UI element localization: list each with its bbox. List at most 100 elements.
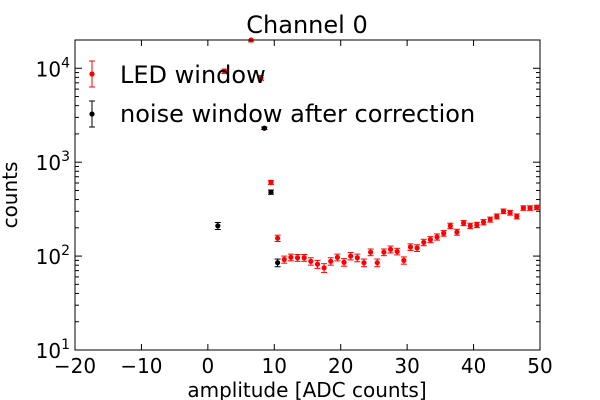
marker [334, 254, 340, 260]
data-point [347, 252, 354, 261]
data-point [367, 248, 374, 257]
x-tick-label: 30 [394, 354, 419, 378]
marker [534, 204, 540, 210]
legend-key-noise [89, 100, 95, 128]
data-point [520, 205, 527, 211]
x-tick-label: 20 [328, 354, 353, 378]
data-point [467, 222, 474, 230]
marker [474, 222, 480, 228]
marker [447, 223, 453, 229]
data-point [327, 257, 334, 266]
data-point [307, 257, 314, 266]
data-point [513, 213, 520, 220]
data-point [267, 179, 274, 185]
marker [221, 68, 228, 74]
data-point [287, 253, 294, 262]
marker [261, 125, 267, 131]
x-tick-label: 50 [527, 354, 552, 378]
data-point [500, 208, 507, 215]
x-axis-label: amplitude [ADC counts] [187, 378, 426, 400]
marker [434, 234, 440, 240]
data-point [394, 247, 401, 256]
marker [467, 223, 473, 229]
marker [401, 257, 407, 263]
marker [500, 208, 507, 214]
data-point [493, 213, 500, 220]
y-tick-label: 103 [36, 149, 70, 175]
data-point [380, 248, 387, 257]
marker [507, 210, 513, 216]
x-tick-label: −10 [120, 354, 162, 378]
marker [215, 223, 221, 229]
marker [288, 254, 294, 260]
marker [314, 261, 321, 267]
y-tick-label: 104 [36, 55, 70, 81]
data-point [440, 230, 447, 237]
data-point [453, 228, 460, 236]
marker [520, 205, 526, 211]
marker [421, 239, 427, 245]
data-point [487, 216, 494, 223]
marker [514, 213, 520, 219]
marker [441, 230, 447, 236]
marker [487, 216, 493, 223]
x-tick-label: −20 [54, 354, 96, 378]
marker [494, 213, 500, 219]
marker [301, 255, 307, 261]
marker [281, 256, 287, 263]
marker [328, 258, 334, 264]
marker [354, 255, 360, 261]
marker [341, 259, 347, 265]
marker [381, 249, 387, 255]
data-point [258, 75, 264, 81]
y-tick-base: 10 [36, 245, 61, 269]
y-tick-label: 102 [36, 243, 70, 269]
data-point [473, 221, 480, 229]
x-tick-label: 40 [461, 354, 486, 378]
marker [348, 253, 354, 259]
x-tick-label: 10 [262, 354, 287, 378]
data-point [533, 204, 540, 211]
marker [361, 260, 367, 266]
data-point [274, 258, 281, 268]
data-point [274, 234, 281, 243]
data-point [480, 219, 487, 226]
marker [275, 235, 281, 241]
legend-label-noise: noise window after correction [120, 100, 475, 128]
y-tick-exponent: 2 [61, 243, 70, 259]
data-point [407, 243, 414, 251]
data-point [460, 220, 467, 227]
series-led-window [221, 37, 540, 273]
legend-key-led [89, 60, 95, 88]
marker [321, 265, 327, 271]
marker [427, 236, 433, 243]
data-point [360, 258, 367, 268]
chart-title: Channel 0 [246, 11, 367, 39]
data-point [294, 253, 301, 262]
data-point [261, 125, 268, 131]
legend-marker [89, 71, 95, 77]
marker [387, 246, 394, 252]
marker [268, 179, 274, 185]
data-point [281, 255, 288, 264]
data-point [400, 256, 407, 265]
data-point [387, 245, 394, 254]
data-point [420, 238, 427, 247]
data-point [434, 233, 441, 241]
marker [268, 189, 274, 195]
marker [407, 244, 414, 250]
marker [275, 260, 281, 266]
y-tick-base: 10 [36, 57, 61, 81]
plot-frame [74, 39, 541, 351]
data-point [341, 258, 348, 267]
data-point [447, 222, 454, 230]
data-point [321, 263, 328, 273]
marker [527, 205, 533, 211]
legend: LED window noise window after correction [89, 60, 475, 128]
data-point [214, 221, 221, 230]
marker [374, 260, 380, 266]
y-tick-exponent: 4 [61, 55, 70, 71]
data-point [374, 258, 381, 268]
legend-label-led: LED window [120, 61, 266, 89]
